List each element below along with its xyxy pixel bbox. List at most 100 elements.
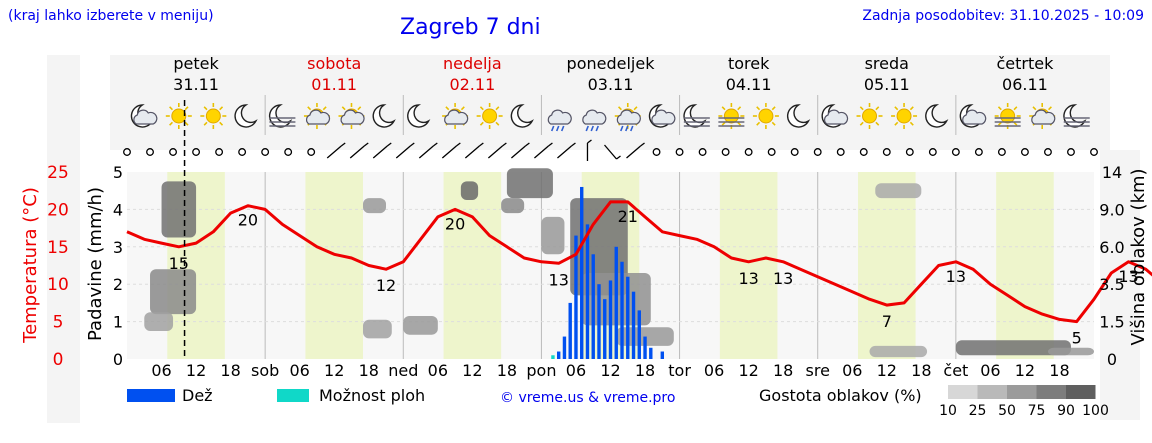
sun-fog-icon	[718, 103, 745, 129]
sun-disc	[205, 108, 221, 124]
cloud-height-tick: 9.0	[1099, 200, 1124, 219]
wind-barb	[455, 142, 461, 147]
daytime-band	[443, 172, 502, 359]
moon-crescent	[234, 104, 258, 128]
wind-arrow	[326, 145, 342, 159]
cloud-shape	[340, 109, 365, 125]
sun-icon	[752, 103, 779, 129]
moon-crescent	[407, 104, 431, 128]
rain-drop	[625, 125, 629, 132]
cloud-shape	[582, 109, 607, 125]
sun-ray	[445, 106, 450, 111]
wind-barb	[548, 142, 553, 147]
day-abbrev-tick: sob	[251, 361, 279, 380]
cloud-shape	[444, 109, 469, 125]
calm-wind-marker	[307, 148, 316, 156]
sun-disc	[862, 108, 878, 124]
rain-drop	[620, 125, 624, 132]
moon-crescent	[786, 104, 811, 128]
daytime-band	[858, 172, 916, 359]
precip-bar	[649, 347, 653, 359]
temperature-label: 13	[738, 269, 758, 288]
sun-ray	[184, 121, 189, 126]
rain-drop	[595, 125, 599, 132]
rain-drop	[585, 125, 589, 132]
location-hint: (kraj lahko izberete v meniju)	[8, 8, 214, 24]
calm-wind-marker	[813, 148, 822, 156]
moon-icon	[407, 104, 431, 128]
calm-wind-marker	[698, 148, 707, 156]
precip-bar	[603, 299, 607, 359]
precipitation-tick: 5	[113, 163, 123, 182]
sun-disc	[171, 108, 187, 124]
day-name: četrtek	[996, 54, 1054, 73]
cloud-shape	[616, 109, 641, 125]
temperature-extreme-labels: 15201220132113137135137139	[169, 207, 1139, 348]
sun-disc	[1000, 108, 1016, 124]
sun-disc	[723, 108, 739, 124]
sun-ray	[307, 106, 312, 111]
moon-icon	[372, 104, 396, 128]
wind-arrow	[487, 145, 503, 159]
cloud-height-axis: 14 9.0 6.0 3.5 1.5 0	[1099, 163, 1124, 369]
rain-drop	[550, 125, 555, 132]
calm-wind-marker	[721, 148, 730, 156]
time-tick: 12	[324, 361, 344, 380]
precipitation-tick: 4	[113, 200, 123, 219]
temperature-label: 7	[882, 312, 892, 331]
temperature-axis-title: Temperatura (°C)	[20, 187, 41, 344]
time-tick: 12	[877, 361, 897, 380]
precip-bar	[631, 291, 636, 359]
sun-ray	[909, 106, 914, 111]
sun-cloud-icon	[303, 103, 331, 129]
daytime-band	[305, 172, 363, 359]
temperature-label: 12	[376, 276, 396, 295]
moon-cloud-icon	[130, 104, 158, 128]
credit-link[interactable]: © vreme.us & vreme.pro	[500, 390, 675, 406]
sun-ray	[479, 106, 484, 111]
sun-rain-icon	[614, 103, 641, 132]
density-swatch	[1066, 385, 1096, 399]
day-abbrev-tick: čet	[943, 361, 968, 380]
temperature-tick: 20	[47, 200, 69, 220]
precip-bar	[626, 276, 630, 359]
legend-rain-swatch	[127, 389, 175, 402]
sun-disc	[758, 108, 774, 124]
cloud-patch	[570, 198, 628, 296]
density-level-label: 75	[1028, 403, 1046, 419]
moon-crescent	[510, 104, 534, 128]
sun-ray	[737, 106, 742, 111]
moon-cloud-icon	[821, 104, 849, 128]
wind-arrow	[372, 145, 388, 159]
cloud-patch	[161, 181, 197, 238]
density-swatch	[977, 385, 1007, 399]
time-tick: 06	[842, 361, 862, 380]
sun-ray	[756, 121, 761, 126]
sun-ray	[219, 106, 224, 111]
time-tick: 12	[462, 361, 482, 380]
sun-ray	[859, 106, 864, 111]
sun-ray	[756, 106, 761, 111]
wind-arrow	[395, 145, 411, 159]
sun-icon	[200, 103, 227, 129]
time-tick: 12	[1015, 361, 1035, 380]
day-abbrev-tick: ned	[388, 361, 418, 380]
temperature-axis: 25 20 15 10 5 0	[47, 163, 69, 370]
precipitation-tick: 2	[113, 275, 123, 294]
calm-wind-marker	[836, 148, 845, 156]
wind-arrow	[464, 145, 480, 159]
cloud-patch	[460, 181, 479, 201]
day-abbrev-tick: tor	[668, 361, 691, 380]
wind-arrow	[349, 145, 365, 159]
temperature-tick: 15	[47, 238, 69, 258]
sun-icon	[891, 103, 918, 129]
cloud-shape	[824, 109, 849, 125]
precip-bar	[660, 351, 665, 359]
cloud-patch	[955, 340, 1071, 356]
sun-ray	[997, 121, 1002, 126]
calm-wind-marker	[261, 148, 270, 156]
time-tick: 18	[1049, 361, 1069, 380]
calm-wind-marker	[123, 148, 131, 156]
cloud-patch	[869, 345, 928, 358]
